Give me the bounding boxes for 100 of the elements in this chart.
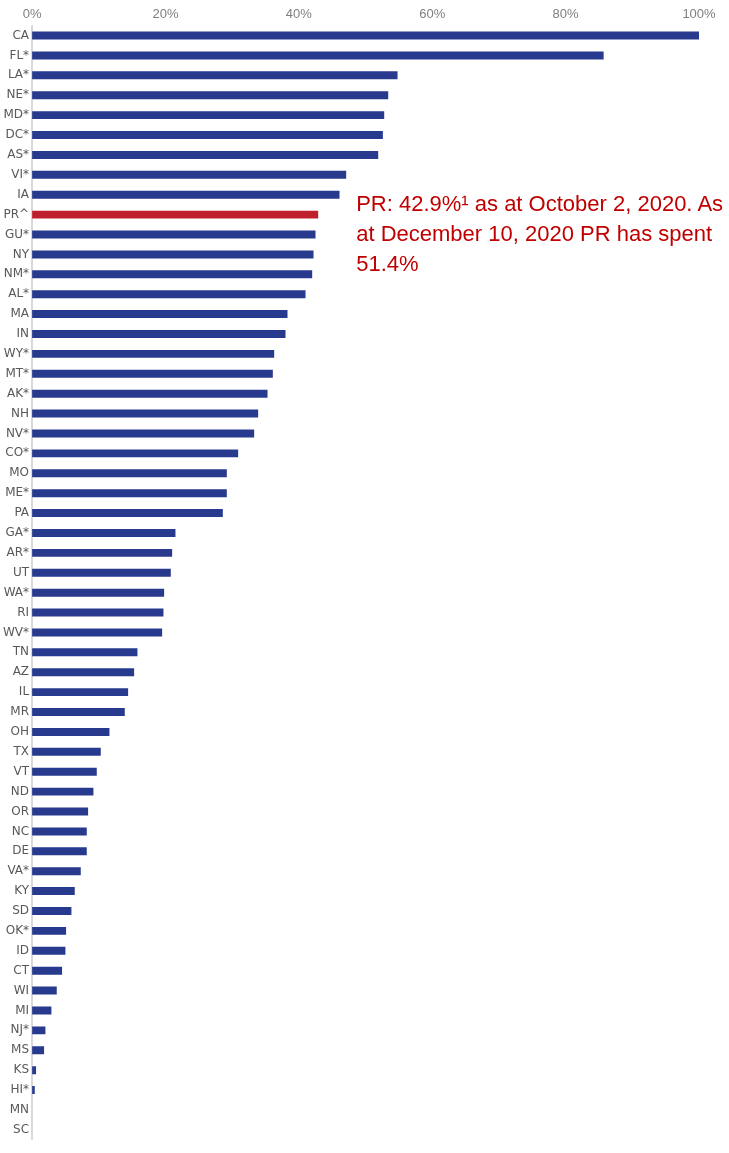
y-tick-label: NJ* [10,1022,30,1037]
y-tick-label: TX [12,743,30,758]
x-tick-label: 20% [152,6,179,22]
bar [32,787,94,796]
bar [32,469,227,478]
bar [32,91,389,100]
bar [32,429,255,438]
x-tick-label: 0% [22,6,42,22]
bar [32,409,259,418]
y-tick-label: MN [9,1102,30,1117]
y-tick-label: KS [13,1062,30,1077]
bar [32,767,97,776]
y-tick-label: WY* [3,346,30,361]
bar [32,668,135,677]
y-tick-label: UT [12,564,30,579]
y-tick-label: ME* [5,485,30,500]
bar [32,389,268,398]
bar [32,588,165,597]
bar [32,71,398,80]
bar [32,628,163,637]
bar [32,727,110,736]
bar [32,887,75,896]
bar [32,548,173,557]
y-tick-label: AZ [12,664,30,679]
y-tick-label: IA [17,186,30,201]
y-tick-label: MA [10,306,30,321]
bar [32,290,306,299]
y-tick-label: NM* [3,266,30,281]
y-tick-label: AK* [7,385,30,400]
y-tick-label: OH [10,724,30,739]
bar [32,369,273,378]
bar [32,867,81,876]
y-tick-label: NY [12,246,30,261]
bar [32,1026,46,1035]
y-tick-label: OK* [5,923,30,938]
bar [32,847,87,856]
y-tick-label: NH [11,405,30,420]
y-tick-label: FL* [9,47,30,62]
y-tick-label: NE* [6,87,30,102]
x-tick-label: 100% [682,6,717,22]
y-tick-label: MT* [5,365,30,380]
y-tick-label: NC [11,823,30,838]
y-tick-label: WI [13,982,30,997]
bar [32,270,313,279]
bar [32,210,319,219]
bar [32,489,227,498]
y-tick-label: CA [12,27,30,42]
y-tick-label: TN [11,644,30,659]
y-tick-label: KY [14,883,30,898]
bar [32,310,288,319]
y-tick-label: PR^ [3,206,30,221]
y-tick-label: IN [16,326,30,341]
y-tick-label: CO* [5,445,30,460]
x-tick-label: 80% [552,6,580,22]
y-tick-label: DE [12,843,30,858]
bar [32,708,125,717]
y-tick-label: LA* [7,67,30,82]
y-tick-label: WV* [3,624,30,639]
y-tick-label: MI [15,1002,30,1017]
bar [32,131,383,140]
y-tick-label: GA* [5,525,30,540]
bar [32,907,72,915]
bar [32,827,87,836]
y-tick-label: PA [14,505,30,520]
bar [32,1046,45,1055]
y-tick-label: RI [17,604,30,619]
annotation: PR: 42.9%¹ as at October 2, 2020. As at December 10, 2020 PR has spent 51.4% [356,190,724,276]
bar [32,1006,52,1015]
y-tick-label: WA* [3,584,30,599]
bar [32,747,101,756]
y-tick-label: MD* [3,107,30,122]
y-tick-label: NV* [5,425,30,440]
bar [32,170,347,179]
x-tick-label: 40% [285,6,313,22]
bar [32,330,286,338]
y-tick-label: GU* [4,226,30,241]
y-tick-label: AS* [7,147,30,162]
y-tick-label: ND [10,783,30,798]
y-tick-label: DC* [5,127,30,142]
bar [32,190,340,199]
y-tick-label: SC [13,1121,30,1136]
bar [32,51,604,60]
y-tick-label: VT [13,763,30,778]
bar [32,111,385,120]
y-tick-label: OR [11,803,30,818]
bar [32,528,176,537]
y-tick-label: VI* [11,166,30,181]
y-tick-label: ID [16,942,30,957]
y-tick-label: HI* [10,1082,30,1097]
y-tick-label: AR* [6,544,30,559]
bar [32,449,239,458]
bar [32,349,275,358]
bar [32,568,171,577]
bar [32,509,223,518]
y-tick-label: IL [18,684,30,699]
y-tick-label: MS [11,1042,30,1057]
y-tick-label: MR [10,704,30,719]
x-tick-label: 60% [419,6,446,22]
bar [32,688,129,697]
y-tick-label: SD [12,903,30,918]
